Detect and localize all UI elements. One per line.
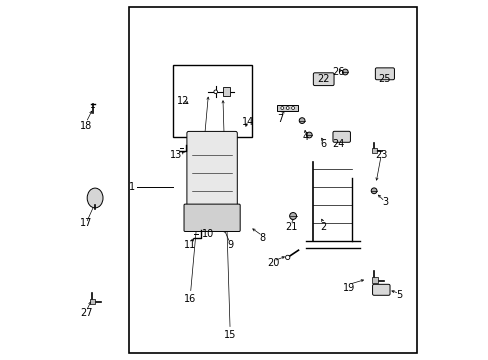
Text: 22: 22 — [317, 74, 329, 84]
Text: 1: 1 — [129, 182, 135, 192]
Text: 16: 16 — [184, 294, 196, 304]
Text: 13: 13 — [170, 150, 182, 160]
Circle shape — [299, 118, 305, 123]
FancyBboxPatch shape — [183, 204, 240, 231]
Circle shape — [213, 90, 217, 94]
Text: 4: 4 — [302, 132, 308, 142]
Text: 7: 7 — [277, 114, 283, 124]
Text: 15: 15 — [224, 330, 236, 340]
Bar — [223, 87, 230, 96]
Ellipse shape — [87, 188, 103, 208]
Text: 26: 26 — [331, 67, 344, 77]
Text: 10: 10 — [202, 229, 214, 239]
FancyBboxPatch shape — [372, 284, 389, 295]
Text: 24: 24 — [331, 139, 344, 149]
Text: 11: 11 — [184, 240, 196, 250]
Text: 21: 21 — [285, 222, 297, 232]
Bar — [371, 276, 377, 283]
Circle shape — [285, 107, 288, 109]
Text: 18: 18 — [80, 121, 92, 131]
Text: 8: 8 — [259, 233, 265, 243]
Text: 17: 17 — [80, 218, 92, 228]
Circle shape — [342, 69, 347, 75]
Text: 9: 9 — [226, 240, 233, 250]
Bar — [172, 65, 251, 137]
FancyBboxPatch shape — [186, 131, 237, 207]
Text: 14: 14 — [242, 117, 254, 127]
Text: 27: 27 — [80, 308, 92, 318]
Bar — [129, 7, 416, 353]
Text: 2: 2 — [320, 222, 326, 232]
Text: 23: 23 — [374, 150, 386, 160]
Circle shape — [306, 132, 311, 138]
Circle shape — [280, 107, 283, 109]
Text: 6: 6 — [320, 139, 326, 149]
Bar — [89, 299, 95, 304]
Text: 19: 19 — [342, 283, 354, 293]
Text: 25: 25 — [378, 74, 390, 84]
Circle shape — [370, 188, 376, 194]
Circle shape — [289, 212, 296, 220]
Text: 12: 12 — [177, 96, 189, 106]
FancyBboxPatch shape — [313, 73, 333, 86]
Text: 3: 3 — [381, 197, 387, 207]
Circle shape — [291, 107, 294, 109]
FancyBboxPatch shape — [332, 131, 350, 142]
Bar — [276, 105, 298, 111]
Text: 20: 20 — [266, 258, 279, 268]
FancyBboxPatch shape — [375, 68, 394, 80]
Circle shape — [285, 255, 289, 260]
Text: 5: 5 — [395, 290, 402, 300]
Bar — [371, 148, 376, 153]
